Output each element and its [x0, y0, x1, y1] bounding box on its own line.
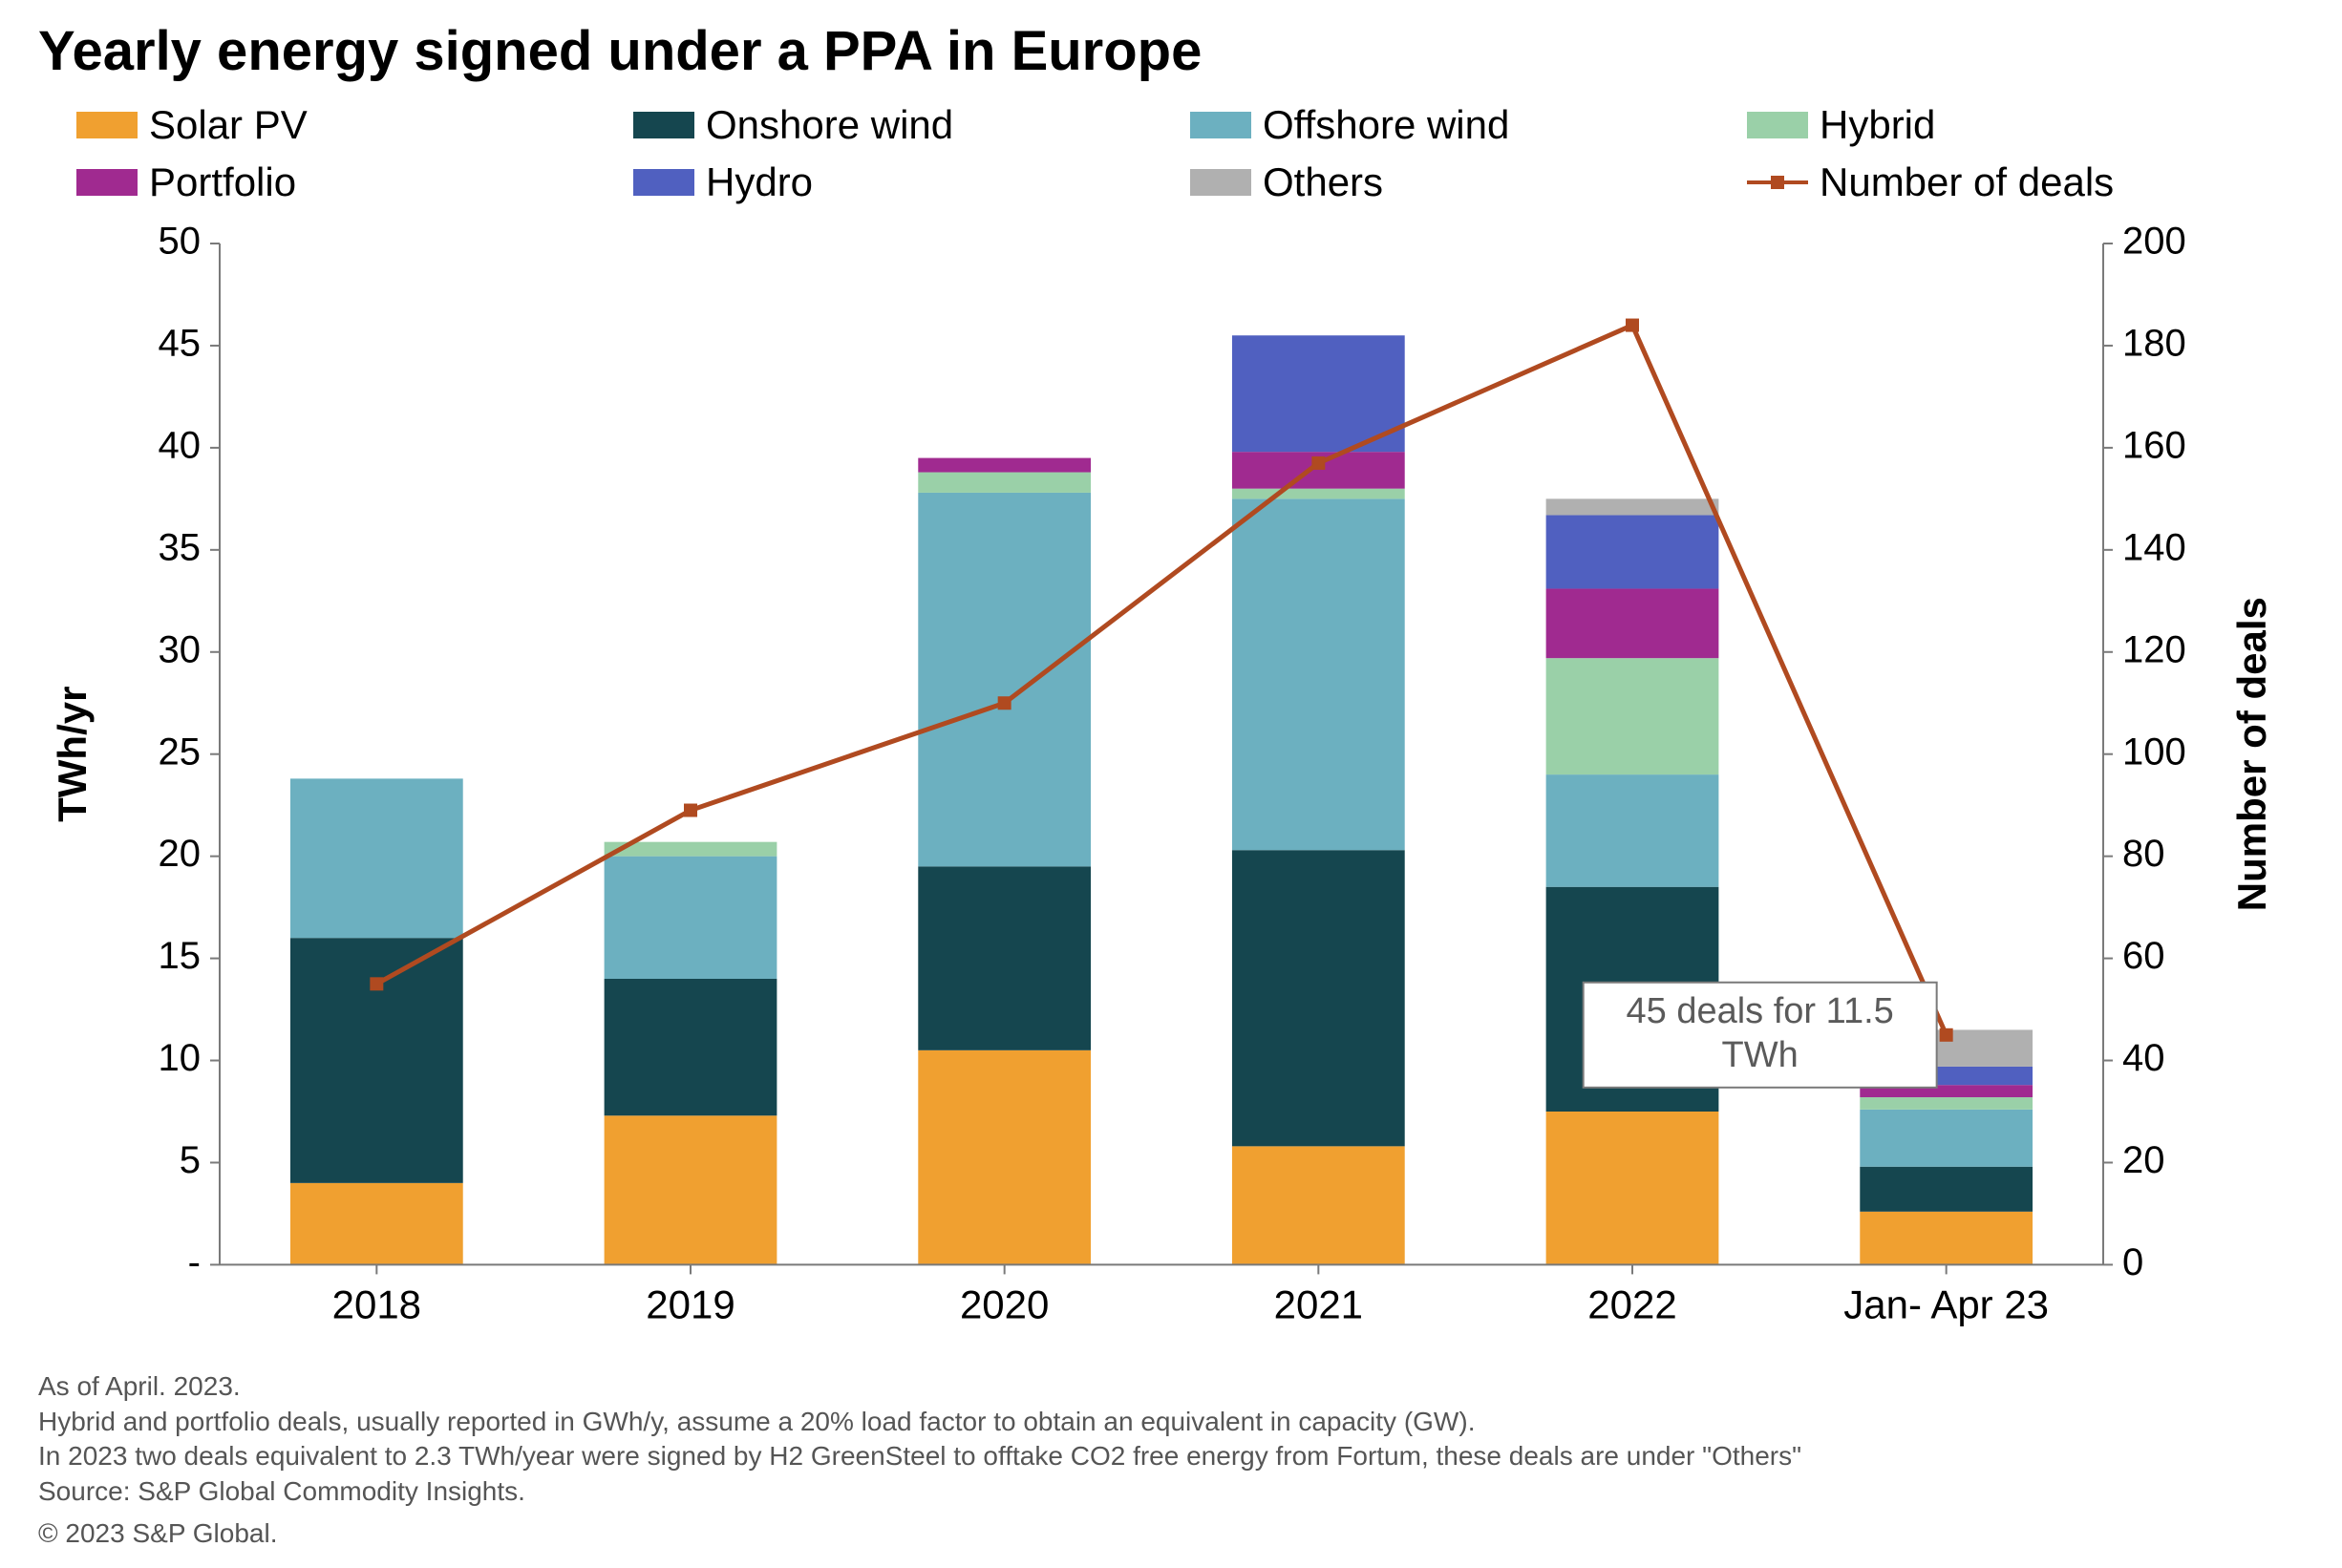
- copyright: © 2023 S&P Global.: [38, 1518, 2304, 1549]
- bar-segment-offshore: [1860, 1110, 2033, 1167]
- x-category-label: 2022: [1587, 1282, 1676, 1326]
- y-right-tick-label: 80: [2122, 833, 2164, 875]
- legend-swatch-solar: [76, 112, 138, 138]
- bar-segment-portfolio: [1546, 588, 1719, 658]
- y-right-tick-label: 200: [2122, 221, 2186, 263]
- deals-marker-icon: [684, 804, 697, 817]
- deals-marker-icon: [1626, 319, 1639, 332]
- footnote-line-4: Source: S&P Global Commodity Insights.: [38, 1474, 2304, 1509]
- legend-swatch-hydro: [633, 169, 694, 196]
- legend-label-portfolio: Portfolio: [149, 159, 296, 205]
- footnotes: As of April. 2023. Hybrid and portfolio …: [38, 1369, 2304, 1509]
- bar-segment-solar: [1546, 1112, 1719, 1264]
- legend-label-others: Others: [1263, 159, 1383, 205]
- y-right-tick-label: 160: [2122, 424, 2186, 466]
- y-left-tick-label: 5: [180, 1139, 201, 1181]
- y-right-axis-label: Number of deals: [2229, 597, 2274, 911]
- bar-segment-hybrid: [918, 473, 1091, 493]
- chart-svg: - 5 10 15 20 25 30 35 40 45 50 0 20 40 60 80 100 120 140 16…: [38, 215, 2304, 1350]
- y-left-tick-label: 50: [159, 221, 201, 263]
- y-left-axis-label: TWh/yr: [50, 687, 95, 822]
- y-right-tick-label: 60: [2122, 935, 2164, 977]
- footnote-line-3: In 2023 two deals equivalent to 2.3 TWh/…: [38, 1439, 2304, 1473]
- bar-segment-onshore: [1860, 1167, 2033, 1212]
- bar-segment-offshore: [918, 493, 1091, 866]
- legend-item-solar: Solar PV: [76, 102, 633, 148]
- x-category-label: 2020: [960, 1282, 1049, 1326]
- y-left-tick-label: 10: [159, 1037, 201, 1079]
- bar-segment-onshore: [605, 979, 777, 1115]
- bar-segment-hybrid: [1232, 489, 1405, 499]
- legend-item-offshore: Offshore wind: [1190, 102, 1747, 148]
- bar-segment-offshore: [1232, 498, 1405, 850]
- callout-text-line1: 45 deals for 11.5: [1627, 991, 1894, 1031]
- legend-item-hybrid: Hybrid: [1747, 102, 2304, 148]
- bar-segment-offshore: [605, 857, 777, 979]
- bar-segment-offshore: [290, 778, 463, 938]
- bar-segment-hybrid: [1546, 658, 1719, 774]
- y-left-tick-label: 40: [159, 424, 201, 466]
- legend-item-others: Others: [1190, 159, 1747, 205]
- legend-swatch-portfolio: [76, 169, 138, 196]
- y-right-tick-label: 20: [2122, 1139, 2164, 1181]
- bar-segment-onshore: [918, 866, 1091, 1049]
- x-category-label: 2021: [1274, 1282, 1363, 1326]
- bar-segment-solar: [290, 1183, 463, 1265]
- bar-segment-others: [1546, 498, 1719, 515]
- x-category-label: Jan- Apr 23: [1843, 1282, 2049, 1326]
- legend-label-hybrid: Hybrid: [1820, 102, 1935, 148]
- bar-segment-portfolio: [918, 458, 1091, 473]
- bar-segment-hydro: [1546, 515, 1719, 588]
- y-right-tick-label: 100: [2122, 731, 2186, 773]
- y-left-tick-label: 15: [159, 935, 201, 977]
- deals-marker-icon: [998, 696, 1011, 710]
- bar-segment-solar: [918, 1050, 1091, 1265]
- legend-label-solar: Solar PV: [149, 102, 308, 148]
- y-right-tick-label: 140: [2122, 526, 2186, 568]
- footnote-line-1: As of April. 2023.: [38, 1369, 2304, 1404]
- y-left-tick-label: 35: [159, 526, 201, 568]
- bar-segment-solar: [605, 1115, 777, 1264]
- page: { "title": "Yearly energy signed under a…: [0, 0, 2342, 1568]
- deals-marker-icon: [1940, 1028, 1953, 1042]
- x-category-label: 2019: [646, 1282, 735, 1326]
- deals-marker-icon: [1311, 456, 1325, 470]
- deals-marker-icon: [370, 977, 383, 990]
- chart-title: Yearly energy signed under a PPA in Euro…: [38, 19, 2304, 83]
- bar-segment-offshore: [1546, 774, 1719, 887]
- legend-swatch-hybrid: [1747, 112, 1808, 138]
- legend-label-deals: Number of deals: [1820, 159, 2114, 205]
- y-right-tick-label: 0: [2122, 1241, 2143, 1283]
- bar-segment-onshore: [1232, 850, 1405, 1146]
- legend-deals-marker-icon: [1771, 176, 1784, 189]
- callout-text-line2: TWh: [1722, 1035, 1799, 1075]
- footnote-line-2: Hybrid and portfolio deals, usually repo…: [38, 1405, 2304, 1439]
- y-left-tick-label: 30: [159, 628, 201, 670]
- legend-item-hydro: Hydro: [633, 159, 1190, 205]
- legend-label-hydro: Hydro: [706, 159, 813, 205]
- legend-item-deals: Number of deals: [1747, 159, 2304, 205]
- legend-swatch-onshore: [633, 112, 694, 138]
- legend: Solar PV Onshore wind Offshore wind Hybr…: [38, 102, 2304, 205]
- y-left-tick-label: -: [188, 1241, 201, 1283]
- x-category-label: 2018: [332, 1282, 421, 1326]
- bar-segment-solar: [1232, 1146, 1405, 1264]
- y-right-tick-label: 120: [2122, 628, 2186, 670]
- chart-plot-area: - 5 10 15 20 25 30 35 40 45 50 0 20 40 60 80 100 120 140 16…: [38, 215, 2304, 1350]
- legend-swatch-deals: [1747, 169, 1808, 196]
- legend-item-portfolio: Portfolio: [76, 159, 633, 205]
- y-left-tick-label: 20: [159, 833, 201, 875]
- y-right-tick-label: 40: [2122, 1037, 2164, 1079]
- y-left-tick-label: 45: [159, 323, 201, 365]
- legend-swatch-others: [1190, 169, 1251, 196]
- legend-swatch-offshore: [1190, 112, 1251, 138]
- y-left-tick-label: 25: [159, 731, 201, 773]
- y-right-tick-label: 180: [2122, 323, 2186, 365]
- legend-item-onshore: Onshore wind: [633, 102, 1190, 148]
- legend-label-offshore: Offshore wind: [1263, 102, 1509, 148]
- bar-segment-solar: [1860, 1212, 2033, 1265]
- bar-segment-hybrid: [1860, 1097, 2033, 1110]
- legend-label-onshore: Onshore wind: [706, 102, 953, 148]
- bar-segment-onshore: [290, 938, 463, 1183]
